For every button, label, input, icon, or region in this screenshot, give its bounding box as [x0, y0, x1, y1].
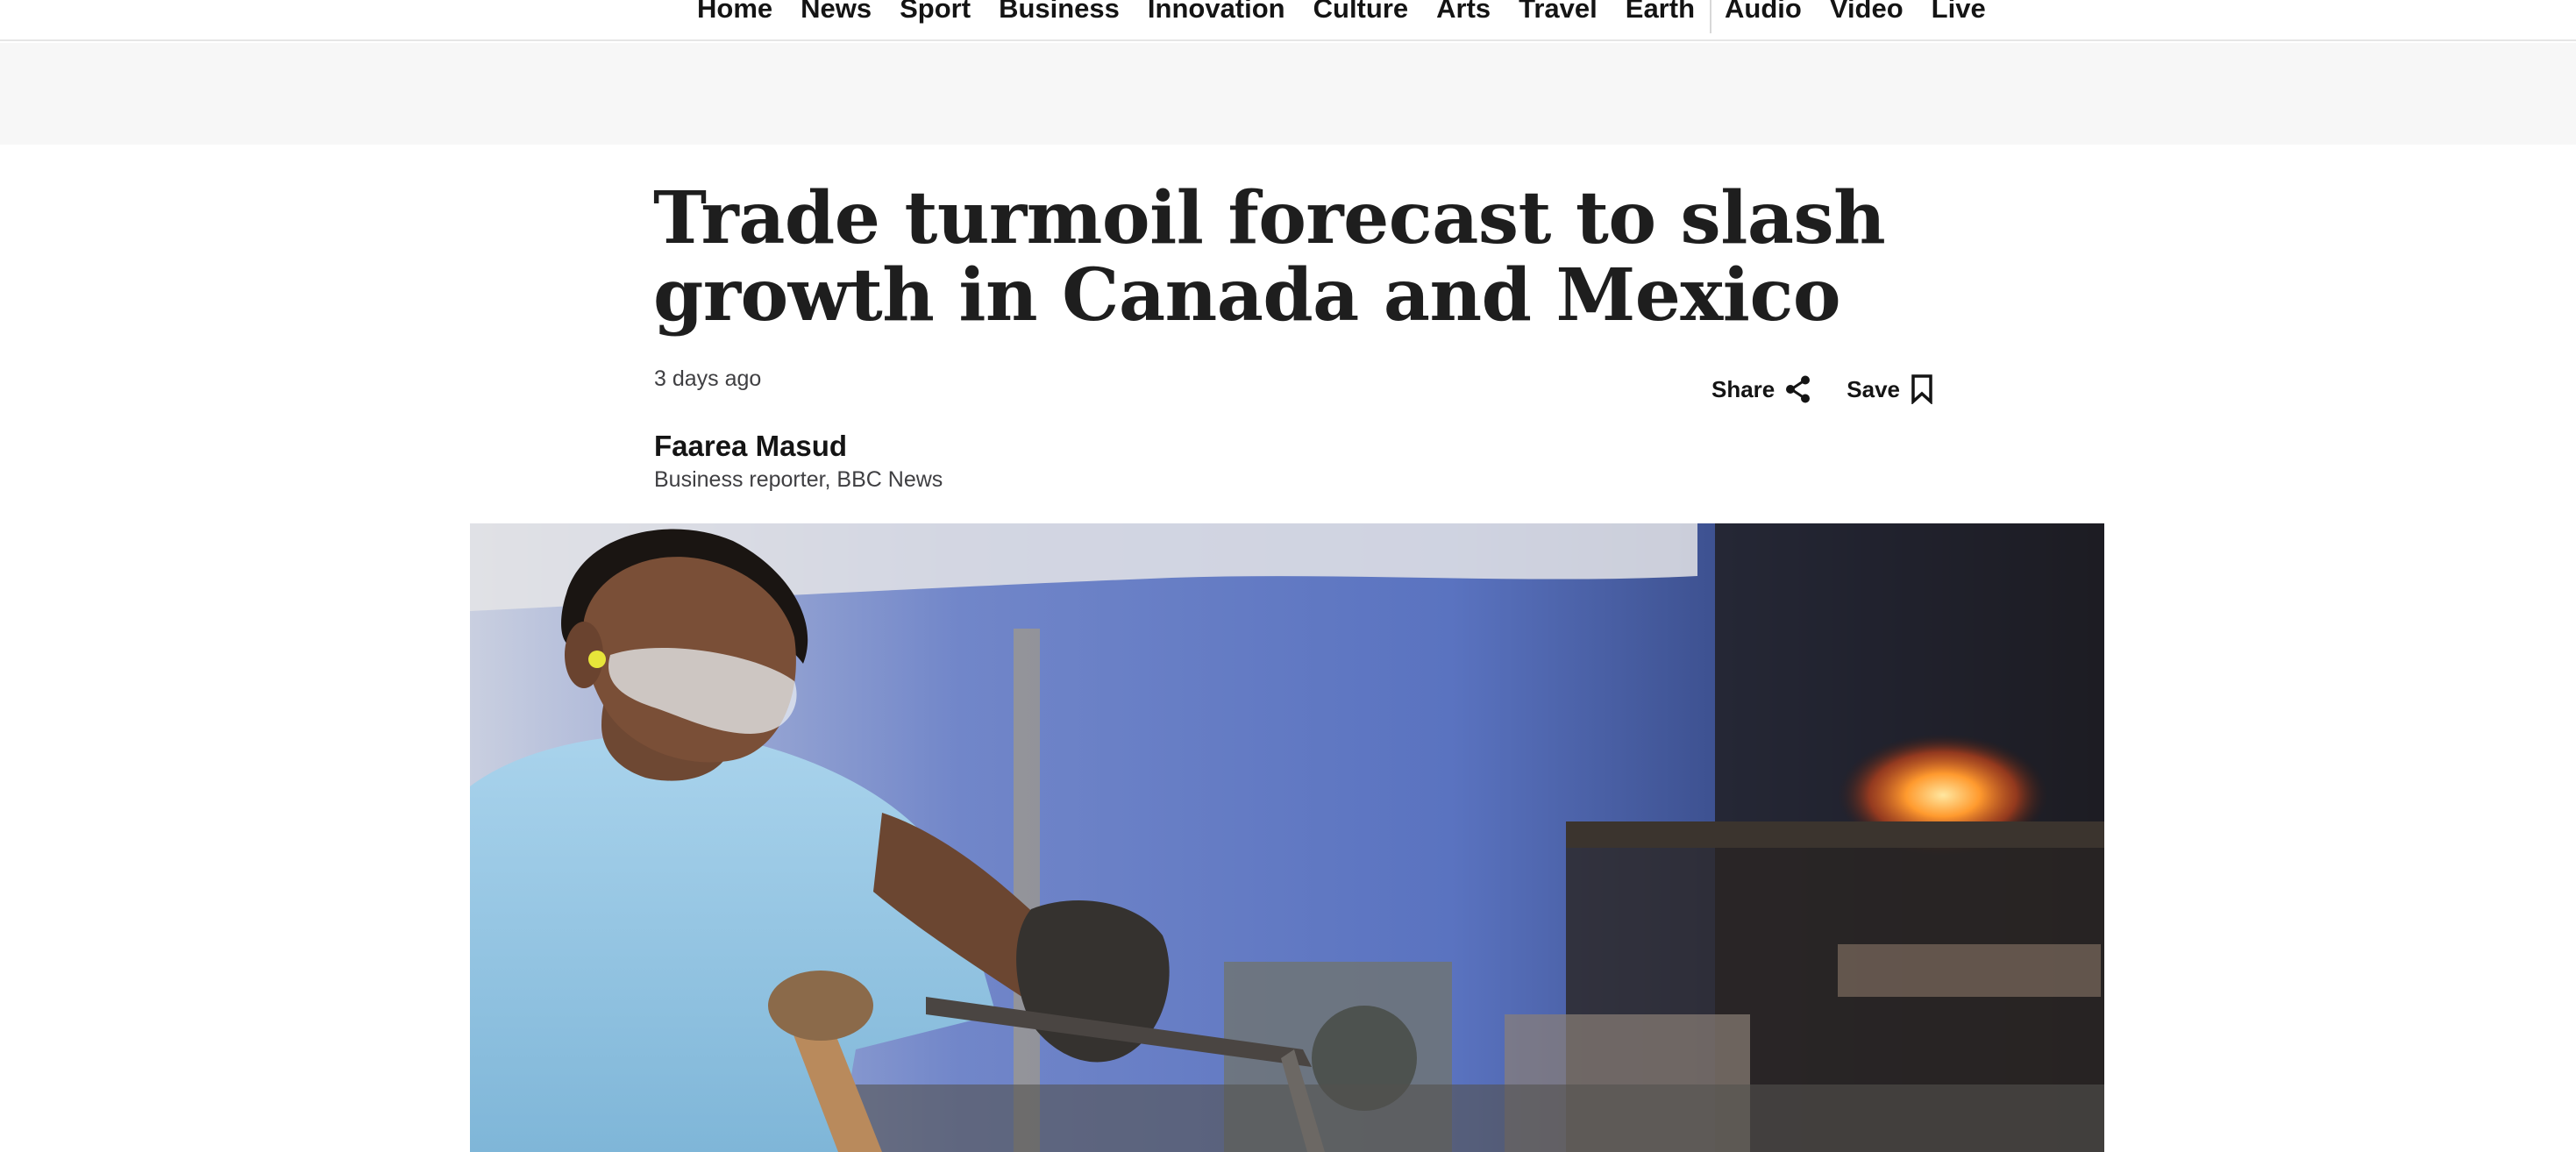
share-button[interactable]: Share: [1711, 375, 1811, 403]
bookmark-icon: [1911, 374, 1933, 404]
article-timestamp: 3 days ago: [654, 366, 762, 391]
hero-image: [470, 523, 2104, 1152]
share-label: Share: [1711, 375, 1775, 402]
nav-item-business[interactable]: Business: [999, 0, 1120, 24]
nav-list: Home News Sport Business Innovation Cult…: [697, 0, 2014, 33]
nav-item-travel[interactable]: Travel: [1519, 0, 1598, 24]
nav-item-innovation[interactable]: Innovation: [1147, 0, 1285, 24]
author-role: Business reporter, BBC News: [654, 467, 943, 492]
nav-divider: [1710, 0, 1712, 33]
author-name[interactable]: Faarea Masud: [654, 430, 848, 462]
save-button[interactable]: Save: [1847, 374, 1933, 404]
nav-item-home[interactable]: Home: [697, 0, 773, 24]
nav-item-video[interactable]: Video: [1829, 0, 1904, 24]
advert-band: [0, 43, 2576, 145]
nav-item-earth[interactable]: Earth: [1625, 0, 1696, 24]
top-navigation: Home News Sport Business Innovation Cult…: [0, 0, 2576, 41]
nav-item-culture[interactable]: Culture: [1313, 0, 1409, 24]
nav-item-sport[interactable]: Sport: [900, 0, 971, 24]
nav-item-live[interactable]: Live: [1931, 0, 1986, 24]
article-headline: Trade turmoil forecast to slash growth i…: [653, 176, 1886, 338]
save-label: Save: [1847, 375, 1900, 402]
nav-item-news[interactable]: News: [801, 0, 872, 24]
share-icon: [1785, 375, 1811, 403]
article-actions: Share Save: [1711, 374, 1933, 404]
nav-item-audio[interactable]: Audio: [1725, 0, 1802, 24]
nav-item-arts[interactable]: Arts: [1436, 0, 1491, 24]
